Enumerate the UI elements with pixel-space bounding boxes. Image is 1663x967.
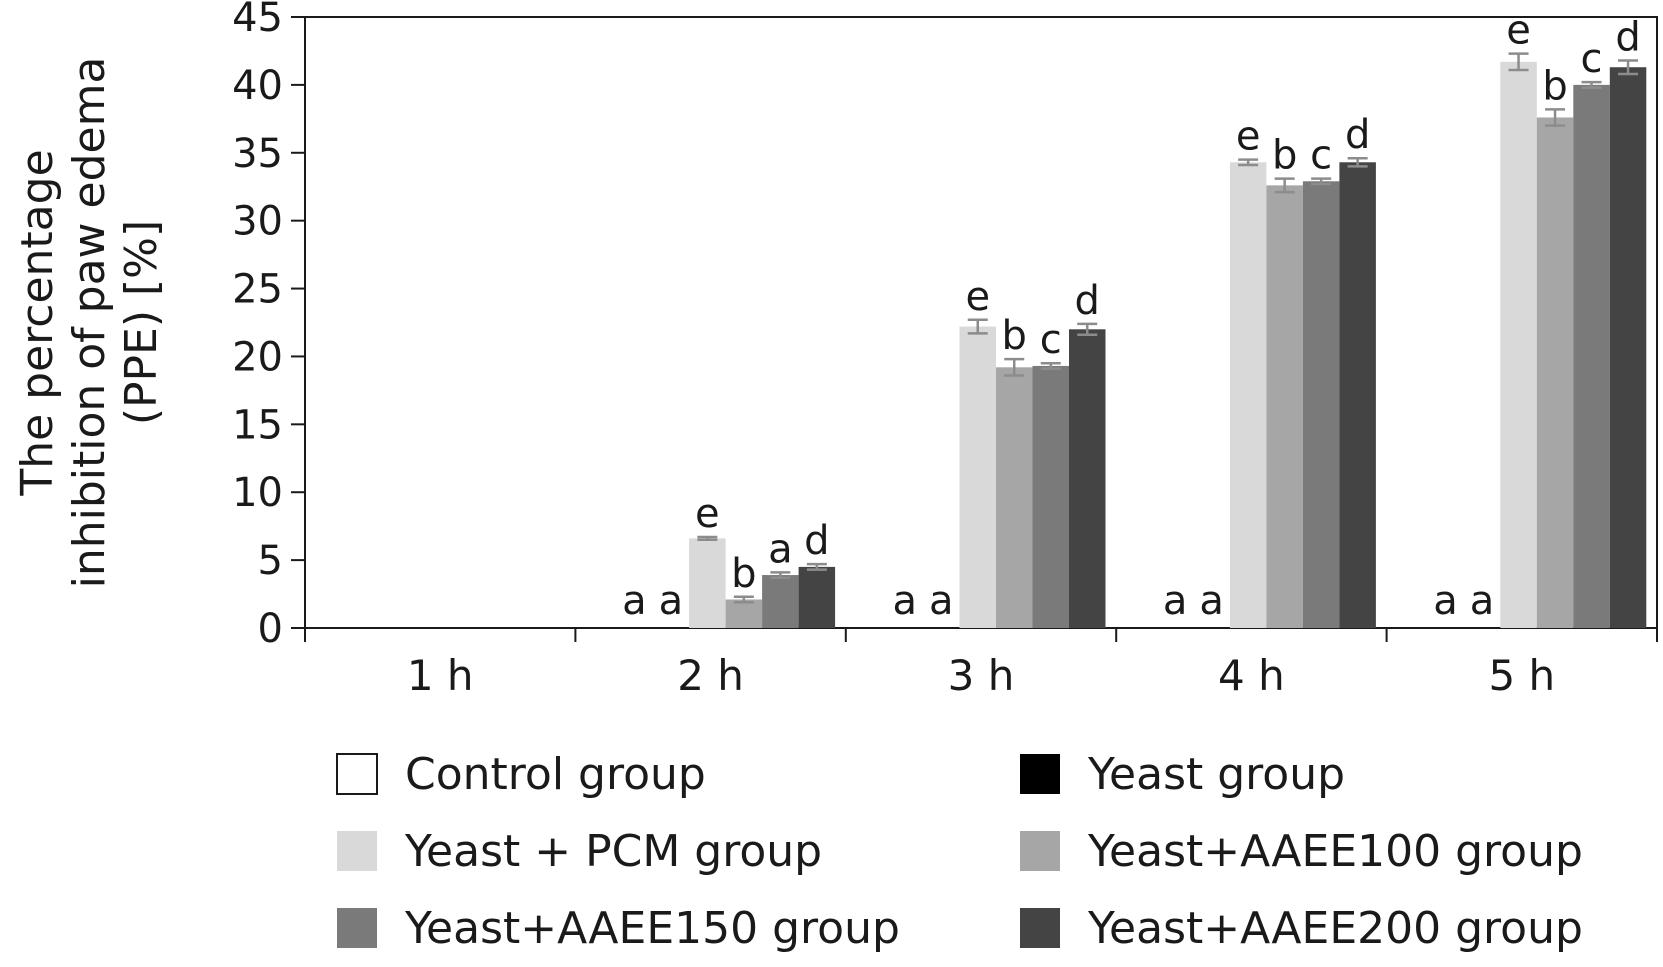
bar bbox=[959, 326, 996, 628]
significance-label: b bbox=[1002, 313, 1027, 359]
x-tick-label: 2 h bbox=[677, 651, 744, 700]
bar bbox=[996, 367, 1033, 628]
y-tick-label: 15 bbox=[232, 402, 283, 448]
legend-label: Yeast + PCM group bbox=[404, 826, 822, 877]
bar bbox=[1069, 329, 1106, 628]
significance-label: d bbox=[1615, 14, 1640, 60]
bar bbox=[1229, 162, 1267, 628]
significance-label: e bbox=[1506, 8, 1531, 54]
significance-label: a bbox=[1199, 578, 1224, 624]
bar bbox=[1609, 67, 1647, 628]
legend-swatch bbox=[337, 831, 377, 871]
y-tick-label: 25 bbox=[232, 267, 283, 313]
legend-label: Control group bbox=[405, 749, 706, 800]
significance-label: b bbox=[1542, 63, 1567, 109]
significance-label: b bbox=[731, 551, 756, 597]
y-axis-title-line: (PPE) [%] bbox=[116, 220, 167, 425]
bar bbox=[1302, 181, 1340, 628]
significance-label: e bbox=[1236, 114, 1261, 160]
significance-label: e bbox=[965, 274, 990, 320]
bar bbox=[725, 599, 763, 628]
significance-label: d bbox=[804, 518, 829, 564]
significance-label: a bbox=[892, 578, 917, 624]
legend-label: Yeast group bbox=[1087, 749, 1345, 800]
significance-label: a bbox=[622, 578, 647, 624]
significance-label: a bbox=[929, 578, 954, 624]
significance-label: e bbox=[695, 491, 720, 537]
x-tick-label: 4 h bbox=[1218, 651, 1285, 700]
y-tick-label: 20 bbox=[232, 334, 283, 380]
y-axis-title-line: inhibition of paw edema bbox=[64, 57, 115, 589]
bar bbox=[798, 566, 836, 628]
y-tick-label: 30 bbox=[232, 199, 283, 245]
bar bbox=[762, 575, 799, 628]
legend-swatch bbox=[1020, 908, 1060, 948]
bar bbox=[1339, 162, 1376, 628]
significance-label: c bbox=[1040, 317, 1062, 363]
x-tick-label: 1 h bbox=[407, 651, 474, 700]
significance-label: a bbox=[1163, 578, 1188, 624]
y-tick-label: 45 bbox=[232, 0, 283, 41]
y-tick-label: 0 bbox=[258, 606, 283, 652]
x-tick-label: 3 h bbox=[948, 651, 1015, 700]
significance-label: b bbox=[1272, 133, 1297, 179]
y-axis-title-line: The percentage bbox=[12, 149, 63, 496]
significance-label: a bbox=[1470, 578, 1495, 624]
bar bbox=[1266, 185, 1303, 628]
bar bbox=[1573, 84, 1610, 628]
legend-swatch bbox=[1020, 754, 1060, 794]
x-tick-label: 5 h bbox=[1488, 651, 1555, 700]
significance-label: c bbox=[1310, 133, 1332, 179]
y-tick-label: 10 bbox=[232, 470, 283, 516]
y-tick-label: 5 bbox=[258, 538, 283, 584]
legend-label: Yeast+AAEE200 group bbox=[1087, 903, 1583, 954]
legend: Control group Yeast group Yeast + PCM grou… bbox=[336, 749, 1583, 954]
significance-label: d bbox=[1345, 112, 1370, 158]
significance-label: a bbox=[659, 578, 684, 624]
bar bbox=[689, 538, 726, 628]
legend-swatch bbox=[336, 753, 378, 795]
y-tick-label: 35 bbox=[232, 131, 283, 177]
legend-swatch bbox=[337, 908, 377, 948]
significance-label: c bbox=[1581, 36, 1603, 82]
significance-label: a bbox=[1433, 578, 1458, 624]
bar bbox=[1032, 365, 1069, 628]
significance-label: a bbox=[768, 526, 793, 572]
legend-swatch bbox=[1020, 831, 1060, 871]
y-tick-label: 40 bbox=[232, 63, 283, 109]
bar bbox=[1536, 117, 1574, 628]
bar bbox=[1500, 61, 1537, 629]
significance-label: d bbox=[1075, 278, 1100, 324]
legend-label: Yeast+AAEE100 group bbox=[1087, 826, 1583, 877]
y-axis-title: The percentage inhibition of paw edema (PP… bbox=[12, 57, 167, 589]
legend-label: Yeast+AAEE150 group bbox=[404, 903, 900, 954]
